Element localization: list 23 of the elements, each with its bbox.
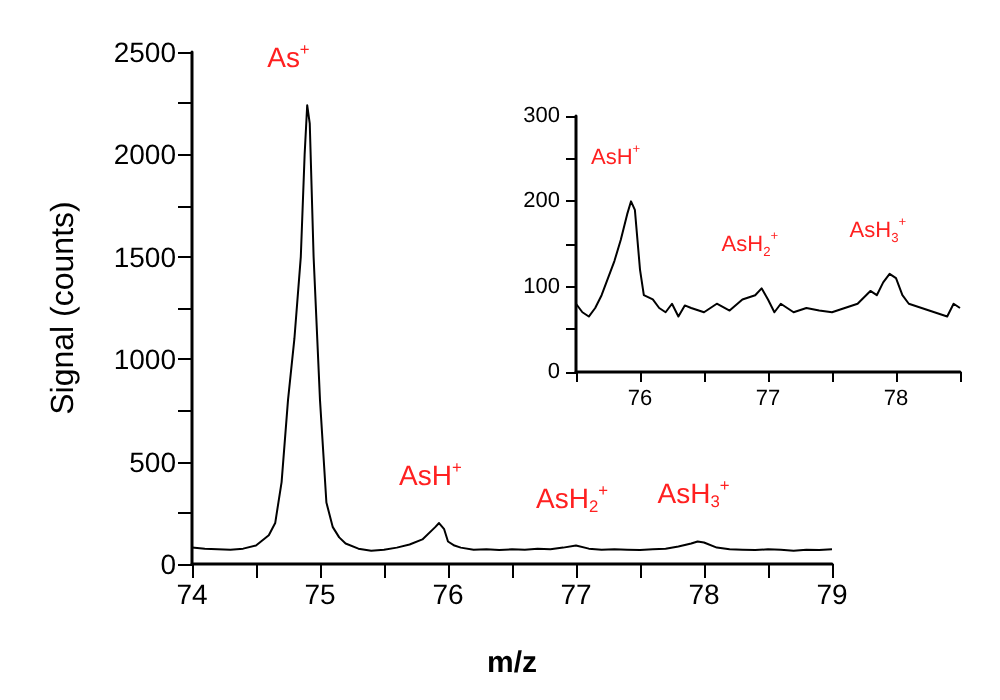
y-tick-label: 0 xyxy=(547,360,560,384)
annotation: AsH+ xyxy=(399,457,462,492)
y-tick-label: 200 xyxy=(523,189,560,214)
y-tick-label: 2000 xyxy=(113,138,177,171)
x-tick-label: 79 xyxy=(816,578,848,610)
x-tick-label: 76 xyxy=(627,387,653,411)
y-tick-label: 1500 xyxy=(113,240,177,273)
x-tick-label: 75 xyxy=(304,578,336,610)
x-axis-title: m/z xyxy=(486,646,538,680)
annotation: As+ xyxy=(267,39,310,74)
x-tick-label: 77 xyxy=(560,578,592,610)
y-tick-label: 1000 xyxy=(113,343,177,376)
y-tick-label: 0 xyxy=(160,548,177,580)
x-tick-label: 74 xyxy=(176,578,208,610)
y-tick-label: 100 xyxy=(523,274,560,299)
y-tick-label: 2500 xyxy=(113,36,177,68)
y-tick-label: 500 xyxy=(129,445,177,478)
x-tick-label: 77 xyxy=(755,387,781,411)
y-axis-title: Signal (counts) xyxy=(47,201,81,415)
x-tick-label: 78 xyxy=(883,387,909,411)
y-tick-label: 300 xyxy=(523,104,560,128)
x-tick-label: 76 xyxy=(432,578,464,610)
x-tick-label: 78 xyxy=(688,578,720,610)
